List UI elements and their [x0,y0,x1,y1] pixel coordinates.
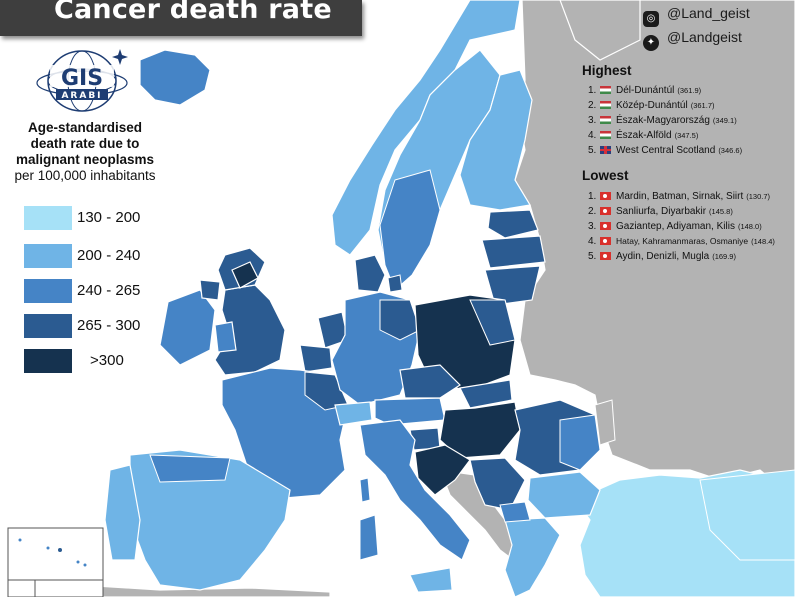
legend-item: 130 - 200 [24,206,194,232]
lowest-item: 1. Mardin, Batman, Sirnak, Siirt (130.7) [588,191,771,202]
legend-swatch [24,206,72,230]
legend-title-line-1: Age-standardised [27,120,143,135]
highest-heading: Highest [582,63,632,78]
flag-icon [600,146,611,154]
highest-item: 5. West Central Scotland (346.6) [588,145,743,156]
legend-item: 200 - 240 [24,244,194,270]
svg-text:GIS: GIS [61,66,103,91]
region-portugal [104,464,141,561]
region-north-macedonia [499,501,531,523]
region-denmark-island [387,274,403,293]
legend-title: Age-standardised death rate due to malig… [0,120,170,184]
gis-arabi-logo: GIS ARABI [36,49,128,112]
flag-icon [600,207,611,215]
region-turkey-east [699,469,795,561]
highest-item: 4. Észak-Alföld (347.5) [588,130,699,141]
lowest-item: 5. Aydin, Denizli, Mugla (169.9) [588,251,736,262]
legend-title-line-2: death rate due to [30,136,140,151]
region-norway [331,0,521,256]
legend-title-line-3: malignant neoplasms [15,152,155,167]
flag-icon [600,237,611,245]
map-title: Cancer death rate [54,0,332,25]
flag-icon [600,131,611,139]
legend-label: 200 - 240 [77,247,141,264]
no-data-region-east-north [559,0,641,61]
flag-icon [600,116,611,124]
legend-label: 240 - 265 [77,282,141,299]
lowest-heading: Lowest [582,168,629,183]
region-switzerland [334,401,373,426]
region-latvia [481,235,546,269]
region-wales [214,321,237,353]
region-austria [374,397,446,426]
twitter-handle: ✦ @Landgeist [643,29,742,51]
region-greece [504,517,561,597]
legend-subtitle: per 100,000 inhabitants [14,168,156,183]
lowest-item: 2. Sanliurfa, Diyarbakir (145.8) [588,206,733,217]
flag-icon [600,192,611,200]
inset-island [58,548,62,552]
region-moldova [594,399,616,446]
region-finland [459,69,533,211]
region-west-central-scotland [231,261,259,289]
region-estonia [487,209,539,239]
inset-map-frame [7,527,104,597]
legend-item: 265 - 300 [24,314,194,340]
region-germany-east [379,299,421,341]
region-romania-east [559,414,601,471]
region-belgium [299,344,333,373]
instagram-icon: ◎ [643,11,659,27]
flag-icon [600,86,611,94]
lowest-item: 3. Gaziantep, Adiyaman, Kilis (148.0) [588,221,762,232]
highest-item: 1. Dél-Dunántúl (361.9) [588,85,702,96]
region-bulgaria [527,471,601,519]
region-spain-north [149,454,231,483]
region-poland-east [469,299,516,346]
twitter-icon: ✦ [643,35,659,51]
region-hungary [439,401,521,459]
region-iceland [139,49,211,106]
legend-swatch [24,244,72,268]
legend-label: >300 [90,352,124,369]
region-slovakia [459,379,513,409]
title-bar: Cancer death rate [0,0,362,36]
region-ireland [159,289,216,366]
legend-swatch [24,314,72,338]
legend-swatch [24,279,72,303]
region-denmark [354,254,386,293]
region-czechia [399,364,461,399]
region-sweden-south [379,169,441,291]
legend-item: >300 [24,349,194,375]
flag-icon [600,252,611,260]
region-lithuania [484,265,541,306]
inset-island [76,560,80,564]
region-sardinia [359,514,379,561]
flag-icon [600,222,611,230]
highest-item: 3. Észak-Magyarország (349.1) [588,115,737,126]
lowest-item: 4. Hatay, Kahramanmaras, Osmaniye (148.4) [588,236,775,247]
region-northern-ireland [199,279,221,301]
inset-island [18,538,22,542]
region-italy [359,419,471,561]
legend-label: 265 - 300 [77,317,141,334]
inset-island [46,546,50,550]
region-corsica [359,477,371,503]
flag-icon [600,101,611,109]
svg-text:ARABI: ARABI [61,91,102,101]
legend-swatch [24,349,72,373]
inset-island [83,563,87,567]
region-sicily [409,567,453,593]
legend-label: 130 - 200 [77,209,141,226]
instagram-handle: ◎ @Land_geist [643,5,750,27]
highest-item: 2. Közép-Dunántúl (361.7) [588,100,715,111]
legend-item: 240 - 265 [24,279,194,305]
